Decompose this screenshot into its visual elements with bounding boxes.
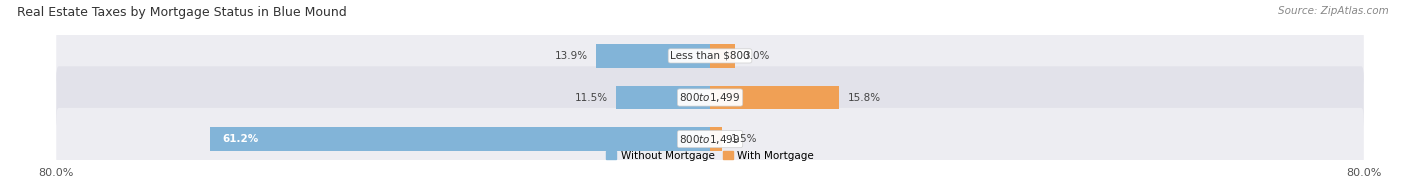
Bar [710,44,734,67]
Text: Less than $800: Less than $800 [671,51,749,61]
Text: 61.2%: 61.2% [222,134,259,144]
Text: Source: ZipAtlas.com: Source: ZipAtlas.com [1278,6,1389,16]
Text: 3.0%: 3.0% [742,51,769,61]
Bar [209,128,710,151]
Text: 15.8%: 15.8% [848,92,880,103]
Text: 1.5%: 1.5% [731,134,756,144]
Text: $800 to $1,499: $800 to $1,499 [679,133,741,146]
Text: 11.5%: 11.5% [575,92,607,103]
Text: $800 to $1,499: $800 to $1,499 [679,91,741,104]
Text: Real Estate Taxes by Mortgage Status in Blue Mound: Real Estate Taxes by Mortgage Status in … [17,6,347,19]
Legend: Without Mortgage, With Mortgage: Without Mortgage, With Mortgage [602,146,818,165]
FancyBboxPatch shape [56,25,1364,87]
Bar [710,128,723,151]
Text: 13.9%: 13.9% [555,51,588,61]
FancyBboxPatch shape [56,66,1364,129]
Bar [596,44,710,67]
FancyBboxPatch shape [56,108,1364,170]
Bar [616,86,710,109]
Bar [710,86,839,109]
